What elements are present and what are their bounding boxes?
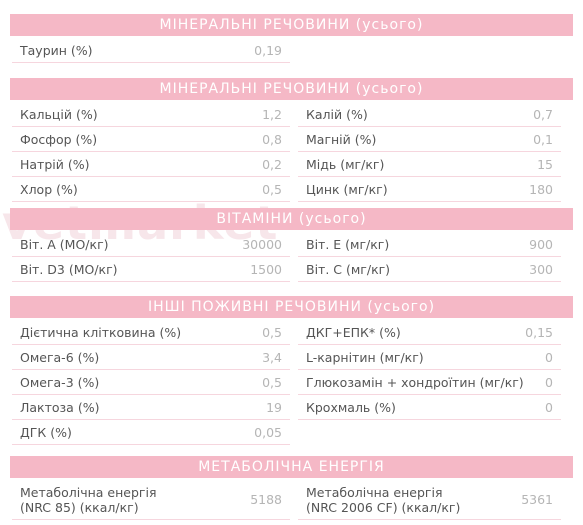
table-cell: Калій (%) 0,7 [298, 102, 561, 127]
table-cell: Лактоза (%) 19 [12, 395, 290, 420]
table-cell: Цинк (мг/кг) 180 [298, 177, 561, 202]
cell-label: Цинк (мг/кг) [306, 181, 388, 197]
section-header: МЕТАБОЛІЧНА ЕНЕРГІЯ [10, 456, 573, 478]
cell-label: Крохмаль (%) [306, 399, 396, 415]
cell-label: Хлор (%) [20, 181, 78, 197]
table-cell: Віт. Е (мг/кг) 900 [298, 232, 561, 257]
table-cell: ДКГ+ЕПК* (%) 0,15 [298, 320, 561, 345]
table-cell: Метаболічна енергія (NRC 85) (ккал/кг) 518… [12, 480, 290, 520]
cell-label: L-карнітин (мг/кг) [306, 349, 424, 365]
cell-label: Лактоза (%) [20, 399, 100, 415]
cell-label: Віт. Е (мг/кг) [306, 236, 390, 252]
cell-value: 1500 [250, 261, 282, 277]
cell-value: 5188 [250, 492, 282, 507]
cell-label: Омега-6 (%) [20, 349, 100, 365]
section-header: ВІТАМІНИ (усього) [10, 208, 573, 230]
cell-label: Мідь (мг/кг) [306, 156, 385, 172]
cell-label: ДКГ+ЕПК* (%) [306, 324, 401, 340]
cell-value: 0,2 [262, 156, 282, 172]
cell-label: Віт. А (МО/кг) [20, 236, 109, 252]
table-cell: Віт. С (мг/кг) 300 [298, 257, 561, 282]
table-cell: L-карнітин (мг/кг) 0 [298, 345, 561, 370]
table-cell: Омега-6 (%) 3,4 [12, 345, 290, 370]
cell-value: 1,2 [262, 106, 282, 122]
cell-value: 0,19 [254, 42, 282, 58]
cell-label: Фосфор (%) [20, 131, 98, 147]
cell-value: 0 [545, 349, 553, 365]
cell-value: 900 [529, 236, 553, 252]
cell-label: Омега-3 (%) [20, 374, 100, 390]
cell-label: Натрій (%) [20, 156, 90, 172]
table-cell: Віт. А (МО/кг) 30000 [12, 232, 290, 257]
table-cell: Кальцій (%) 1,2 [12, 102, 290, 127]
cell-value: 19 [266, 399, 282, 415]
cell-value: 0,5 [262, 324, 282, 340]
cell-value: 15 [537, 156, 553, 172]
table-cell: Фосфор (%) 0,8 [12, 127, 290, 152]
cell-label: ДГК (%) [20, 424, 72, 440]
cell-label: Кальцій (%) [20, 106, 98, 122]
table-cell: Натрій (%) 0,2 [12, 152, 290, 177]
section-header: МІНЕРАЛЬНІ РЕЧОВИНИ (усього) [10, 78, 573, 100]
cell-label-line: Метаболічна енергія [306, 484, 443, 500]
cell-label: Віт. С (мг/кг) [306, 261, 391, 277]
cell-value: 0,5 [262, 374, 282, 390]
table-cell: Мідь (мг/кг) 15 [298, 152, 561, 177]
cell-value: 3,4 [262, 349, 282, 365]
cell-value: 0,1 [533, 131, 553, 147]
cell-value: 5361 [521, 492, 553, 507]
cell-value: 180 [529, 181, 553, 197]
cell-label-line: (NRC 85) (ккал/кг) [20, 499, 139, 515]
cell-value: 0,5 [262, 181, 282, 197]
cell-value: 0 [545, 399, 553, 415]
cell-value: 0,15 [525, 324, 553, 340]
cell-value: 0,8 [262, 131, 282, 147]
section-header: МІНЕРАЛЬНІ РЕЧОВИНИ (усього) [10, 14, 573, 36]
table-cell: Глюкозамін + хондроїтин (мг/кг) 0 [298, 370, 561, 395]
cell-value: 0,7 [533, 106, 553, 122]
table-cell: Метаболічна енергія (NRC 2006 CF) (ккал/к… [298, 480, 561, 520]
table-cell: Омега-3 (%) 0,5 [12, 370, 290, 395]
cell-label: Калій (%) [306, 106, 368, 122]
cell-label: Дієтична клітковина (%) [20, 324, 182, 340]
table-cell: Таурин (%) 0,19 [12, 38, 290, 63]
cell-value: 300 [529, 261, 553, 277]
cell-label: Метаболічна енергія (NRC 2006 CF) (ккал/к… [306, 485, 460, 515]
table-cell: Дієтична клітковина (%) 0,5 [12, 320, 290, 345]
cell-value: 0,05 [254, 424, 282, 440]
cell-value: 0 [545, 374, 553, 390]
table-cell: Магній (%) 0,1 [298, 127, 561, 152]
cell-label-line: (NRC 2006 CF) (ккал/кг) [306, 499, 461, 515]
cell-label-line: Метаболічна енергія [20, 484, 157, 500]
table-cell: Крохмаль (%) 0 [298, 395, 561, 420]
cell-value: 30000 [242, 236, 282, 252]
cell-label: Глюкозамін + хондроїтин (мг/кг) [306, 374, 524, 390]
cell-label: Магній (%) [306, 131, 377, 147]
table-cell: Хлор (%) 0,5 [12, 177, 290, 202]
section-header: ІНШІ ПОЖИВНІ РЕЧОВИНИ (усього) [10, 296, 573, 318]
cell-label: Віт. D3 (МО/кг) [20, 261, 118, 277]
table-cell: Віт. D3 (МО/кг) 1500 [12, 257, 290, 282]
cell-label: Таурин (%) [20, 42, 93, 58]
table-cell: ДГК (%) 0,05 [12, 420, 290, 445]
cell-label: Метаболічна енергія (NRC 85) (ккал/кг) [20, 485, 156, 515]
